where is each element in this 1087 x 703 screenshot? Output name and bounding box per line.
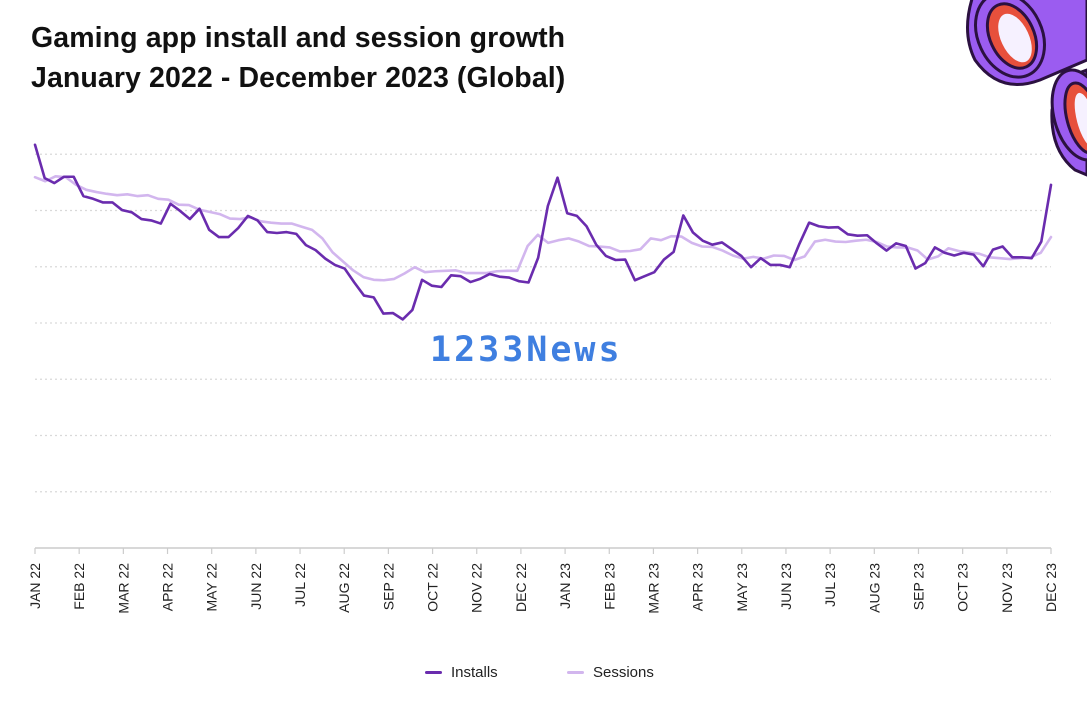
legend-label-sessions: Sessions [593,664,654,681]
x-tick-label: MAR 23 [645,563,661,614]
watermark: 1233News [430,330,623,370]
x-tick-label: NOV 22 [469,563,485,613]
legend-label-installs: Installs [451,664,498,681]
x-tick-label: DEC 22 [513,563,529,612]
series-line-installs [33,143,1053,321]
x-tick-label: JUN 23 [778,563,794,610]
x-tick-label: APR 22 [160,563,176,611]
chart-series [33,143,1053,321]
legend-item-sessions: Sessions [567,664,654,681]
x-tick-label: SEP 22 [380,563,396,610]
chart-title: Gaming app install and session growth Ja… [31,18,565,98]
legend-swatch-installs [425,671,442,674]
x-tick-label: JUL 22 [292,563,308,607]
x-tick-label: SEP 23 [910,563,926,610]
x-tick-label: OCT 22 [425,563,441,612]
x-tick-label: JUL 23 [822,563,838,607]
legend-item-installs: Installs [425,664,498,681]
x-tick-label: AUG 22 [336,563,352,613]
x-tick-label: JAN 22 [27,563,43,609]
x-tick-label: APR 23 [690,563,706,611]
x-tick-label: OCT 23 [955,563,971,612]
chart-title-line2: January 2022 - December 2023 (Global) [31,62,566,94]
x-tick-label: JUN 22 [248,563,264,610]
x-tick-label: JAN 23 [557,563,573,609]
x-tick-label: AUG 23 [866,563,882,613]
x-tick-label: NOV 23 [999,563,1015,613]
x-tick-label: FEB 23 [601,563,617,610]
x-axis: JAN 22 FEB 22 MAR 22 APR 22 MAY 22 JUN 22 JUL … [27,547,1059,614]
legend-swatch-sessions [567,671,584,674]
chart-legend: Installs Sessions [0,664,1087,686]
x-tick-label: MAY 23 [734,563,750,612]
x-tick-label: MAY 22 [204,563,220,612]
x-tick-label: DEC 23 [1043,563,1059,612]
chart-grid [35,153,1051,493]
chart-title-line1: Gaming app install and session growth [31,22,566,54]
x-tick-label: FEB 22 [71,563,87,610]
x-tick-label: MAR 22 [115,563,131,614]
